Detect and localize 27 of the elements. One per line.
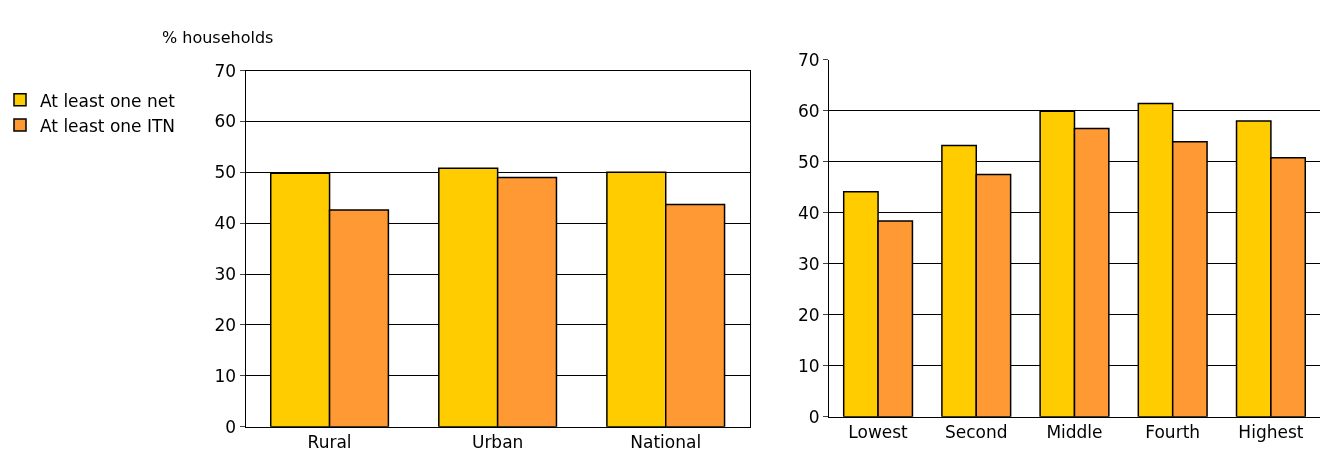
y-tick-label: 10 [214,365,237,386]
y-tick-label: 40 [214,213,237,234]
x-tick-label: Urban [471,432,524,453]
y-tick-label: 50 [797,151,820,172]
y-tick-label: 20 [797,304,820,325]
y-tick-label: 10 [797,355,820,376]
x-tick-label: Lowest [848,422,909,443]
legend-label: At least one net [40,90,176,111]
x-tick-label: Rural [307,432,352,453]
y-tick-label: 60 [797,100,820,121]
x-tick-label: Fourth [1145,422,1201,443]
x-tick-label: Middle [1046,422,1103,443]
y-tick-label: 60 [214,111,237,132]
y-tick-label: 70 [797,49,820,70]
y-tick-label: 50 [214,162,237,183]
y-tick-label: 0 [225,416,237,437]
y-tick-label: 70 [214,60,237,81]
y-tick-label: 20 [214,314,237,335]
y-tick-label: 0 [808,406,820,427]
x-tick-label: Second [944,422,1008,443]
legend-label: At least one ITN [40,115,176,136]
x-tick-label: Highest [1238,422,1304,443]
y-tick-label: 40 [797,202,820,223]
y-tick-label: 30 [214,264,237,285]
y-tick-label: 30 [797,253,820,274]
y-axis-title: % households [162,28,274,47]
x-tick-label: National [630,432,702,453]
